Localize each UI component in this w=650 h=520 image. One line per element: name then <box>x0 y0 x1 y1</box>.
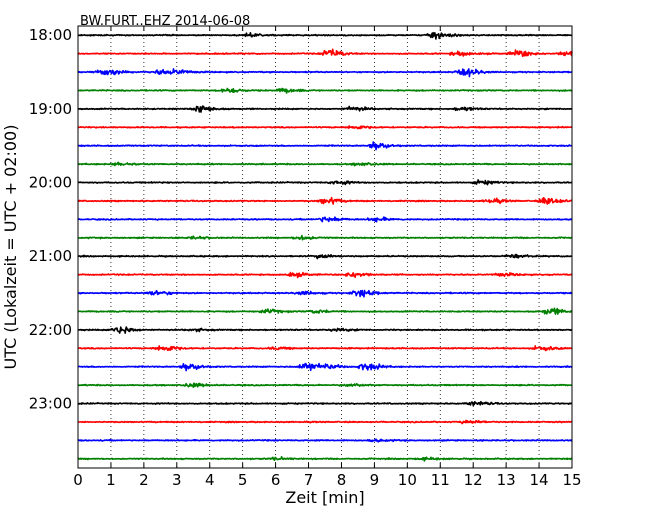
trace-row-1945 <box>77 161 573 167</box>
trace-row-1915 <box>77 125 573 130</box>
plot-frame <box>77 25 573 469</box>
y-axis-ticks: 18:00 19:00 20:00 21:00 22:00 23:00 <box>29 26 572 413</box>
x-tick-label: 4 <box>205 471 215 489</box>
trace-row-1830 <box>77 68 573 78</box>
trace-row-2130 <box>77 289 573 298</box>
chart-title: BW.FURT..EHZ 2014-06-08 <box>80 14 250 29</box>
x-tick-label: 10 <box>398 471 417 489</box>
x-tick-label: 8 <box>337 471 347 489</box>
trace-row-1815 <box>77 48 573 57</box>
trace-row-2145 <box>77 307 573 315</box>
y-tick-label: 21:00 <box>29 247 72 265</box>
trace-row-2245 <box>77 382 573 388</box>
trace-row-2030 <box>77 216 573 223</box>
trace-row-2315 <box>77 419 573 425</box>
x-tick-label: 9 <box>370 471 380 489</box>
trace-row-1930 <box>77 141 573 151</box>
x-tick-label: 14 <box>530 471 549 489</box>
x-tick-label: 5 <box>238 471 248 489</box>
y-tick-label: 20:00 <box>29 174 72 192</box>
trace-series <box>77 31 573 462</box>
trace-row-2015 <box>77 196 573 205</box>
x-tick-label: 2 <box>139 471 149 489</box>
trace-row-2300 <box>77 400 573 407</box>
x-tick-label: 7 <box>304 471 314 489</box>
x-tick-label: 11 <box>431 471 450 489</box>
trace-row-2200 <box>77 326 573 334</box>
trace-row-2045 <box>77 234 573 241</box>
x-tick-label: 13 <box>497 471 516 489</box>
trace-row-2345 <box>77 456 573 462</box>
x-tick-label: 12 <box>464 471 483 489</box>
trace-row-1900 <box>77 105 573 113</box>
trace-row-2000 <box>77 179 573 186</box>
x-tick-label: 0 <box>73 471 83 489</box>
y-tick-label: 19:00 <box>29 100 72 118</box>
x-axis-label: Zeit [min] <box>285 488 364 507</box>
y-tick-label: 18:00 <box>29 26 72 44</box>
trace-row-1845 <box>77 87 573 94</box>
trace-row-1800 <box>77 31 573 40</box>
x-tick-label: 6 <box>271 471 281 489</box>
y-tick-label: 23:00 <box>29 395 72 413</box>
x-axis-ticks: 0 1 2 3 4 5 6 7 8 9 10 11 12 13 14 15 <box>73 26 582 489</box>
x-tick-label: 15 <box>562 471 581 489</box>
y-tick-label: 22:00 <box>29 321 72 339</box>
y-axis-label: UTC (Lokalzeit = UTC + 02:00) <box>1 125 20 370</box>
trace-row-2215 <box>77 345 573 352</box>
trace-row-2115 <box>77 271 573 279</box>
trace-row-2330 <box>77 438 573 443</box>
trace-row-2230 <box>77 362 573 372</box>
x-tick-label: 3 <box>172 471 182 489</box>
x-tick-label: 1 <box>106 471 116 489</box>
grid-lines <box>110 26 540 468</box>
trace-row-2100 <box>77 253 573 260</box>
